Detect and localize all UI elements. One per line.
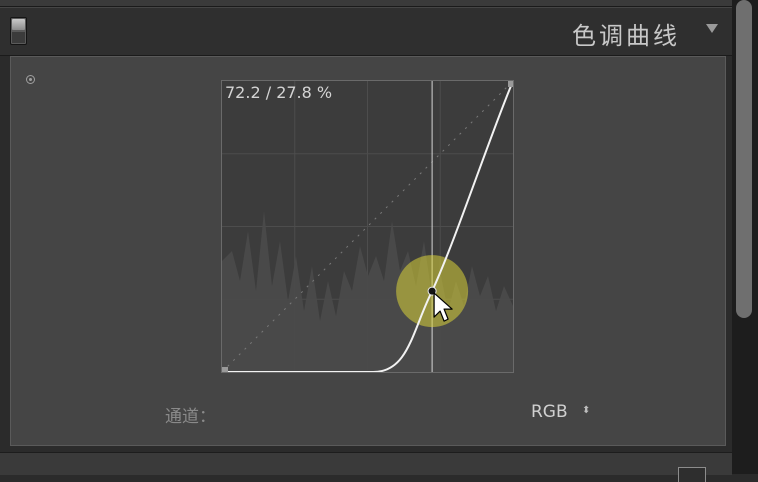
panel-title: 色调曲线 (572, 22, 680, 50)
toggle-lower (12, 32, 25, 43)
tone-curve-header[interactable]: 色调曲线 (0, 7, 732, 56)
curve-white-point (508, 81, 513, 87)
tone-curve-line (222, 81, 513, 372)
curve-readout: 72.2 / 27.8 % (225, 83, 333, 102)
mouse-cursor-icon (433, 292, 453, 322)
scrollbar-track[interactable] (732, 0, 758, 474)
panel-enable-toggle[interactable] (10, 17, 27, 45)
curve-canvas (222, 81, 513, 372)
scrollbar-thumb[interactable] (736, 0, 752, 318)
channel-label: 通道： (165, 407, 216, 427)
histogram (222, 211, 513, 372)
targeted-adjustment-icon[interactable] (26, 75, 35, 84)
checkbox-icon[interactable] (678, 467, 706, 482)
next-panel-header[interactable] (0, 452, 732, 482)
curve-black-point (222, 367, 228, 372)
channel-select[interactable]: RGB (531, 402, 568, 422)
toggle-knob (12, 19, 25, 30)
tone-curve-graph[interactable]: 72.2 / 27.8 % (221, 80, 514, 373)
panel-top-strip (0, 0, 732, 7)
triangle-down-icon[interactable] (706, 24, 718, 33)
select-arrows-icon[interactable]: ⬍ (582, 405, 591, 416)
tone-curve-panel: 72.2 / 27.8 % 通道： RGB ⬍ (10, 56, 726, 446)
